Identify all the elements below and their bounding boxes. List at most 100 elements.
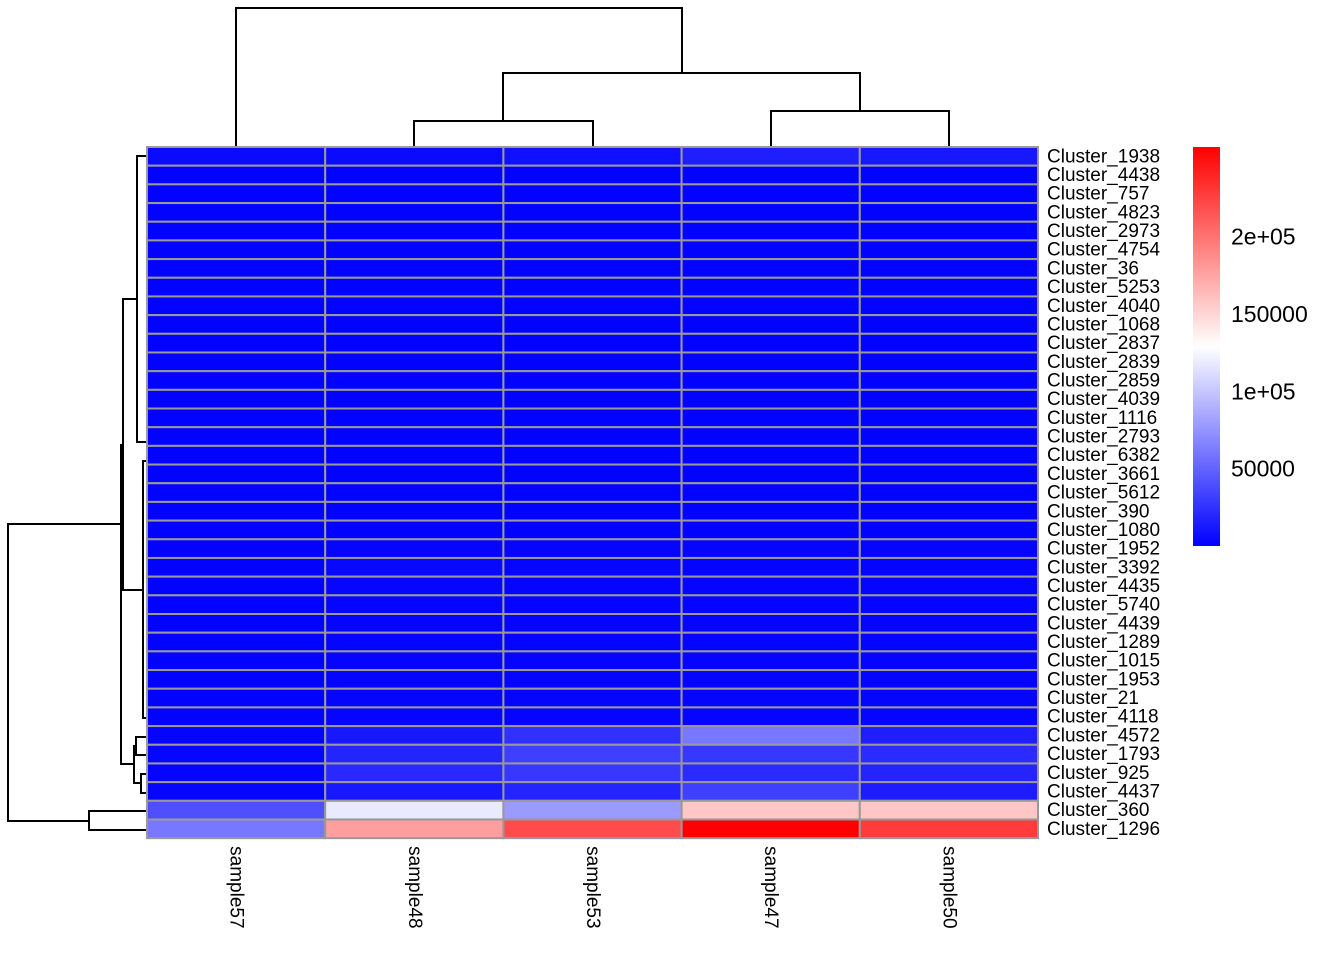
heatmap-cell [324, 781, 505, 802]
heatmap-cell [324, 799, 505, 821]
heatmap-cell [324, 407, 505, 429]
row-label: Cluster_4439 [1047, 613, 1160, 634]
heatmap-cell [680, 706, 861, 728]
heatmap-cell [146, 594, 327, 616]
heatmap-cell [680, 500, 861, 522]
heatmap-cell [146, 332, 327, 354]
heatmap-cell [858, 463, 1039, 485]
heatmap-cell [858, 388, 1039, 410]
heatmap-cell [502, 556, 683, 578]
heatmap-cell [146, 258, 327, 279]
heatmap-cell [680, 762, 861, 784]
row-label: Cluster_2793 [1047, 427, 1160, 448]
heatmap-cell [858, 276, 1039, 298]
row-label: Cluster_3392 [1047, 557, 1160, 578]
row-label: Cluster_4572 [1047, 725, 1160, 746]
heatmap-cell [858, 762, 1039, 784]
row-label: Cluster_2837 [1047, 333, 1160, 354]
heatmap-cell [502, 538, 683, 559]
heatmap-cell [858, 781, 1039, 802]
heatmap-cell [502, 631, 683, 653]
heatmap-cell [502, 669, 683, 690]
heatmap-cell [146, 202, 327, 223]
row-label: Cluster_3661 [1047, 464, 1160, 485]
heatmap-cell [680, 575, 861, 597]
heatmap-cell [680, 482, 861, 503]
heatmap-cell [502, 239, 683, 261]
heatmap-cell [502, 444, 683, 466]
colorbar-ticks: 50000 1e+05 150000 2e+05 [1231, 224, 1308, 482]
heatmap-cell [146, 818, 327, 840]
heatmap-cell [680, 370, 861, 391]
heatmap-cell [324, 762, 505, 784]
heatmap-cell [858, 370, 1039, 391]
column-label: sample47 [760, 846, 781, 928]
heatmap-cell [858, 669, 1039, 690]
heatmap-cell [858, 799, 1039, 821]
heatmap-cell [858, 407, 1039, 429]
row-label: Cluster_5740 [1047, 595, 1160, 616]
heatmap-cells [146, 146, 1039, 840]
heatmap-cell [680, 799, 861, 821]
heatmap-cell [858, 538, 1039, 559]
heatmap-cell [146, 220, 327, 242]
heatmap-cell [146, 575, 327, 597]
heatmap-cell [324, 426, 505, 447]
heatmap-cell [858, 426, 1039, 447]
heatmap-cell [324, 482, 505, 503]
heatmap-cell [858, 725, 1039, 746]
heatmap-cell [680, 388, 861, 410]
heatmap-cell [324, 594, 505, 616]
heatmap-cell [680, 332, 861, 354]
heatmap-cell [680, 519, 861, 541]
row-dendrogram-branch [120, 444, 134, 765]
heatmap-cell [324, 743, 505, 765]
heatmap-cell [858, 631, 1039, 653]
heatmap-cell [502, 762, 683, 784]
heatmap-cell [146, 650, 327, 672]
heatmap-cell [324, 220, 505, 242]
heatmap-cell [324, 164, 505, 186]
heatmap-cell [502, 370, 683, 391]
heatmap-cell [858, 314, 1039, 335]
heatmap-cell [680, 594, 861, 616]
row-dendrogram-branch [135, 736, 146, 756]
heatmap-cell [146, 482, 327, 503]
row-label: Cluster_4438 [1047, 165, 1160, 186]
row-label: Cluster_1793 [1047, 744, 1160, 765]
heatmap-cell [502, 407, 683, 429]
heatmap-cell [858, 818, 1039, 840]
heatmap-cell [324, 538, 505, 559]
heatmap-cell [324, 295, 505, 317]
column-label: sample57 [226, 846, 247, 928]
row-label: Cluster_4435 [1047, 576, 1160, 597]
heatmap-cell [146, 669, 327, 690]
row-dendrogram-branch [7, 523, 121, 822]
heatmap-cell [680, 314, 861, 335]
heatmap-cell [502, 258, 683, 279]
column-label: sample53 [582, 846, 603, 928]
heatmap-cell [858, 351, 1039, 373]
heatmap-cell [680, 351, 861, 373]
heatmap-cell [146, 426, 327, 447]
heatmap-cell [858, 220, 1039, 242]
heatmap-cell [502, 799, 683, 821]
heatmap-cell [324, 669, 505, 690]
row-label: Cluster_1116 [1047, 408, 1157, 429]
row-label: Cluster_5253 [1047, 277, 1160, 298]
row-dendrogram-branch [122, 298, 143, 591]
heatmap-cell [502, 463, 683, 485]
row-label: Cluster_1938 [1047, 146, 1160, 167]
heatmap-cell [324, 370, 505, 391]
heatmap-cell [324, 314, 505, 335]
row-label: Cluster_1289 [1047, 632, 1160, 653]
col-dendrogram-branch [502, 72, 861, 121]
heatmap-cell [324, 388, 505, 410]
heatmap-cell [146, 295, 327, 317]
heatmap-cell [502, 706, 683, 728]
heatmap-cell [680, 463, 861, 485]
heatmap-cell [146, 314, 327, 335]
heatmap-cell [502, 220, 683, 242]
column-labels: sample57 sample48 sample53 sample47 sample50 [226, 846, 960, 928]
